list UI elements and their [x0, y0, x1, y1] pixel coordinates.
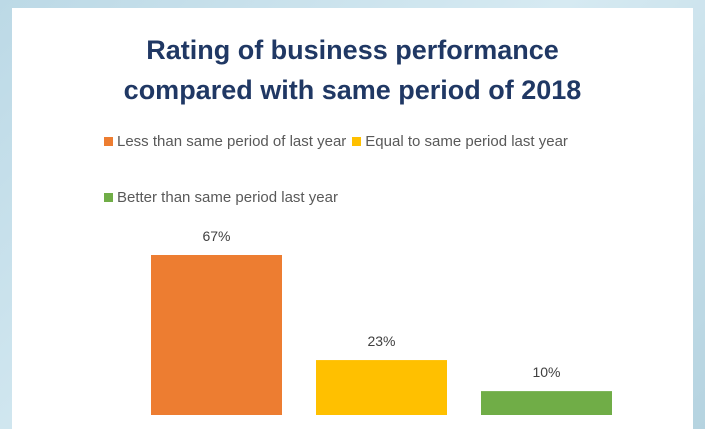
value-label: 10%	[532, 364, 560, 380]
value-label: 67%	[202, 228, 230, 244]
legend-entry: Equal to same period last year	[352, 130, 568, 152]
legend-entry: Better than same period last year	[104, 186, 338, 208]
legend: Less than same period of last year Equal …	[104, 130, 644, 208]
bar	[481, 391, 612, 415]
chart-panel	[12, 8, 693, 429]
legend-label: Less than same period of last year	[117, 132, 347, 150]
legend-swatch	[352, 136, 362, 146]
legend-swatch	[104, 192, 113, 202]
value-label: 23%	[367, 333, 395, 349]
legend-label: Better than same period last year	[117, 188, 338, 206]
legend-label: Equal to same period last year	[365, 132, 568, 150]
legend-entry: Less than same period of last year	[104, 130, 346, 152]
bar	[151, 255, 282, 415]
legend-swatch	[104, 136, 113, 146]
bar	[316, 360, 447, 415]
chart-title: Rating of business performance compared …	[123, 35, 582, 105]
title-box: Rating of business performance compared …	[0, 30, 705, 110]
